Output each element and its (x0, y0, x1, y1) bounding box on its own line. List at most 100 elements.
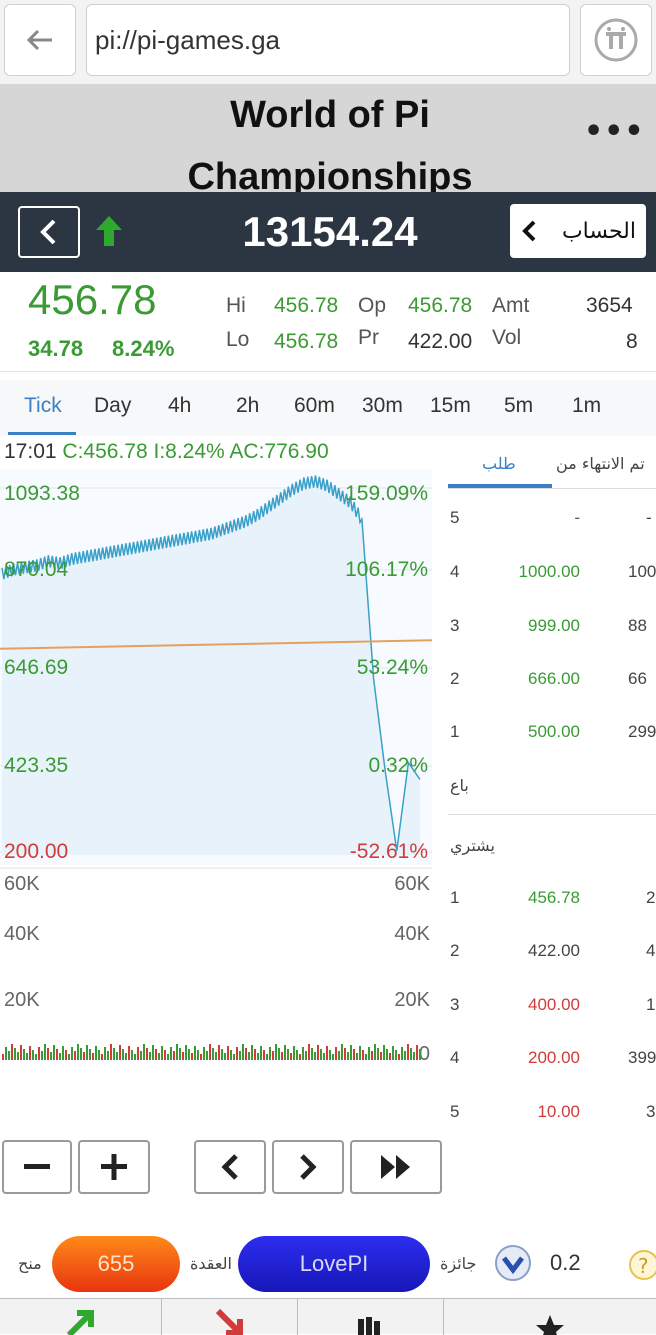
contract-name: LovePI (299, 1251, 369, 1276)
pr-label: Pr (358, 326, 379, 349)
volume-bar (332, 1054, 334, 1060)
volume-bar (233, 1054, 235, 1060)
volume-bar (284, 1045, 286, 1060)
bid-price: 456.78 (528, 888, 580, 907)
help-icon[interactable]: ? (628, 1248, 656, 1282)
contract-button[interactable]: LovePI (238, 1236, 430, 1292)
nav-library[interactable] (298, 1299, 444, 1335)
volume-bar (38, 1047, 40, 1060)
pr-value: 422.00 (408, 330, 473, 353)
ask-row[interactable]: 4 1000.00 100 (440, 558, 656, 588)
volume-bar (119, 1045, 121, 1060)
price-chart[interactable]: 1093.38 870.04 646.69 423.35 200.00 159.09% 10… (0, 470, 436, 1070)
tab-tick[interactable]: Tick (24, 394, 62, 417)
tab-4h[interactable]: 4h (168, 394, 192, 417)
op-label: Op (358, 294, 387, 317)
scroll-right-button[interactable] (272, 1140, 344, 1194)
buy-label: يشتري (450, 836, 495, 855)
volume-bar (26, 1053, 28, 1060)
orderbook-tab-underline (448, 484, 552, 488)
volume-bar (263, 1050, 265, 1060)
volume-bar (188, 1049, 190, 1060)
volume-bar (383, 1045, 385, 1060)
y-axis-label-left: 423.35 (4, 754, 68, 777)
bid-level: 5 (450, 1102, 460, 1121)
ask-price: 1000.00 (518, 562, 580, 581)
nav-buy[interactable] (0, 1299, 162, 1335)
bid-row[interactable]: 3 400.00 1 (440, 991, 656, 1021)
tab-15m[interactable]: 15m (430, 394, 471, 417)
orderbook-header-expiry: تم الانتهاء من (556, 454, 645, 473)
volume-bar (83, 1052, 85, 1060)
volume-bar (278, 1048, 280, 1060)
volume-bar (161, 1046, 163, 1060)
more-options-icon[interactable]: ••• (584, 114, 645, 149)
browser-toolbar: pi://pi-games.ga (0, 0, 656, 84)
account-button[interactable]: الحساب (510, 204, 646, 258)
y-axis-label-right: -52.61% (350, 840, 428, 863)
tab-day[interactable]: Day (94, 394, 132, 417)
bid-row[interactable]: 4 200.00 399 (440, 1044, 656, 1074)
ask-level: 1 (450, 722, 460, 741)
nav-favorites[interactable] (444, 1299, 656, 1335)
volume-bar (380, 1052, 382, 1060)
volume-axis-label-left: 60K (4, 873, 40, 895)
volume-bar (167, 1054, 169, 1060)
volume-bar (281, 1052, 283, 1060)
volume-bar (47, 1048, 49, 1060)
page-header: World of Pi Championships ••• (0, 84, 656, 198)
chevron-right-icon (300, 1154, 317, 1180)
ask-row[interactable]: 5 - - (440, 504, 656, 534)
volume-bar (299, 1054, 301, 1060)
ask-row[interactable]: 1 500.00 299 (440, 718, 656, 748)
volume-bar (182, 1052, 184, 1060)
zoom-in-button[interactable] (78, 1140, 150, 1194)
bid-qty: 4 (646, 941, 656, 960)
tab-30m[interactable]: 30m (362, 394, 403, 417)
volume-bar (95, 1046, 97, 1060)
ask-row[interactable]: 2 666.00 66 (440, 665, 656, 695)
scroll-end-button[interactable] (350, 1140, 442, 1194)
pi-menu-button[interactable] (580, 4, 652, 76)
y-axis-label-left: 1093.38 (4, 482, 80, 505)
index-back-button[interactable] (18, 206, 80, 258)
ask-level: 5 (450, 508, 460, 527)
bid-row[interactable]: 5 10.00 3 (440, 1098, 656, 1128)
volume-bar (32, 1050, 34, 1060)
account-label: الحساب (561, 218, 636, 244)
page-title-line2: Championships (187, 156, 473, 198)
volume-bar (323, 1053, 325, 1060)
ask-row[interactable]: 3 999.00 88 (440, 612, 656, 642)
tab-5m[interactable]: 5m (504, 394, 534, 417)
address-bar[interactable]: pi://pi-games.ga (86, 4, 570, 76)
volume-bar (419, 1049, 421, 1060)
volume-bar (8, 1051, 10, 1060)
volume-bar (215, 1052, 217, 1060)
bid-row[interactable]: 1 456.78 2 (440, 884, 656, 914)
ask-price: 999.00 (528, 616, 580, 635)
volume-bar (230, 1050, 232, 1060)
nav-sell[interactable] (162, 1299, 298, 1335)
volume-bar (113, 1048, 115, 1060)
scroll-left-button[interactable] (194, 1140, 266, 1194)
tab-2h[interactable]: 2h (236, 394, 260, 417)
volume-bar (239, 1051, 241, 1060)
prize-badge-icon[interactable] (494, 1244, 532, 1282)
pi-logo-icon (594, 18, 638, 62)
arrow-down-right-icon (215, 1308, 243, 1335)
price-area (2, 475, 420, 855)
tab-60m[interactable]: 60m (294, 394, 335, 417)
volume-bar (191, 1053, 193, 1060)
volume-bar (392, 1046, 394, 1060)
tab-1m[interactable]: 1m (572, 394, 602, 417)
arrow-up-right-icon (66, 1310, 94, 1335)
bid-row[interactable]: 2 422.00 4 (440, 937, 656, 967)
browser-back-button[interactable] (4, 4, 76, 76)
volume-bar (140, 1051, 142, 1060)
contract-label: العقدة (190, 1254, 232, 1273)
orderbook-divider (448, 814, 656, 815)
chevron-left-icon (522, 220, 536, 242)
grant-amount-button[interactable]: 655 (52, 1236, 180, 1292)
orderbook-header-ask[interactable]: طلب (482, 454, 516, 473)
zoom-out-button[interactable] (2, 1140, 72, 1194)
